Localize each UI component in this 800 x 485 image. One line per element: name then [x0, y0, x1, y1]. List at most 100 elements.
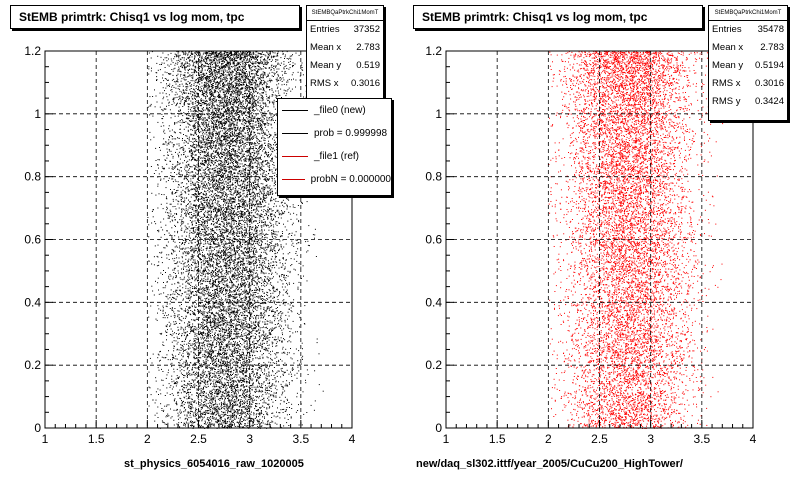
- scatter-point: [169, 84, 170, 85]
- scatter-point: [209, 392, 210, 393]
- scatter-point: [283, 425, 284, 426]
- scatter-point: [215, 110, 216, 111]
- scatter-point: [172, 249, 173, 250]
- scatter-point: [289, 88, 290, 89]
- scatter-point: [256, 193, 257, 194]
- scatter-point: [264, 170, 265, 171]
- scatter-point: [284, 401, 285, 402]
- scatter-point: [229, 316, 230, 317]
- scatter-point: [302, 424, 303, 425]
- scatter-point: [193, 230, 194, 231]
- scatter-point: [253, 109, 254, 110]
- scatter-point: [199, 156, 200, 157]
- scatter-point: [223, 77, 224, 78]
- scatter-point: [259, 238, 260, 239]
- scatter-point: [288, 59, 289, 60]
- scatter-point: [213, 243, 214, 244]
- scatter-point: [280, 65, 281, 66]
- scatter-point: [286, 422, 287, 423]
- scatter-point: [260, 129, 261, 130]
- scatter-point: [285, 397, 286, 398]
- scatter-point: [226, 249, 227, 250]
- scatter-point: [291, 264, 292, 265]
- scatter-point: [205, 384, 206, 385]
- scatter-point: [226, 359, 227, 360]
- scatter-point: [303, 276, 304, 277]
- scatter-point: [188, 186, 189, 187]
- scatter-point: [258, 286, 259, 287]
- scatter-point: [177, 232, 178, 233]
- scatter-point: [265, 377, 266, 378]
- scatter-point: [183, 353, 184, 354]
- scatter-point: [269, 387, 270, 388]
- scatter-point: [169, 149, 170, 150]
- scatter-point: [247, 87, 248, 88]
- scatter-point: [201, 243, 202, 244]
- scatter-point: [245, 297, 246, 298]
- scatter-point: [250, 294, 251, 295]
- scatter-point: [227, 283, 228, 284]
- scatter-point: [181, 187, 182, 188]
- scatter-point: [207, 352, 208, 353]
- scatter-point: [199, 189, 200, 190]
- scatter-point: [193, 331, 194, 332]
- scatter-point: [290, 272, 291, 273]
- scatter-point: [243, 168, 244, 169]
- scatter-point: [218, 314, 219, 315]
- scatter-point: [254, 338, 255, 339]
- scatter-point: [269, 278, 270, 279]
- scatter-point: [264, 149, 265, 150]
- scatter-point: [258, 96, 259, 97]
- scatter-point: [213, 173, 214, 174]
- scatter-point: [217, 322, 218, 323]
- scatter-point: [256, 296, 257, 297]
- scatter-point: [254, 301, 255, 302]
- scatter-point: [237, 153, 238, 154]
- scatter-point: [199, 220, 200, 221]
- scatter-point: [215, 88, 216, 89]
- scatter-point: [225, 141, 226, 142]
- scatter-point: [174, 268, 175, 269]
- scatter-point: [246, 405, 247, 406]
- scatter-point: [196, 418, 197, 419]
- scatter-point: [246, 217, 247, 218]
- scatter-point: [180, 410, 181, 411]
- scatter-point: [259, 403, 260, 404]
- scatter-point: [181, 215, 182, 216]
- scatter-point: [237, 184, 238, 185]
- scatter-point: [187, 228, 188, 229]
- scatter-point: [175, 97, 176, 98]
- scatter-point: [235, 253, 236, 254]
- scatter-point: [239, 185, 240, 186]
- scatter-point: [217, 119, 218, 120]
- scatter-point: [247, 118, 248, 119]
- scatter-point: [240, 159, 241, 160]
- scatter-point: [277, 74, 278, 75]
- scatter-point: [219, 128, 220, 129]
- scatter-point: [253, 90, 254, 91]
- scatter-point: [179, 132, 180, 133]
- scatter-point: [214, 337, 215, 338]
- scatter-point: [180, 101, 181, 102]
- scatter-point: [191, 86, 192, 87]
- scatter-point: [210, 274, 211, 275]
- scatter-point: [230, 323, 231, 324]
- scatter-point: [267, 283, 268, 284]
- scatter-point: [220, 227, 221, 228]
- scatter-point: [217, 338, 218, 339]
- scatter-point: [187, 212, 188, 213]
- scatter-point: [263, 189, 264, 190]
- scatter-point: [243, 313, 244, 314]
- scatter-point: [293, 72, 294, 73]
- scatter-point: [222, 259, 223, 260]
- scatter-point: [215, 202, 216, 203]
- scatter-point: [214, 320, 215, 321]
- scatter-point: [173, 381, 174, 382]
- scatter-point: [235, 180, 236, 181]
- scatter-point: [178, 187, 179, 188]
- scatter-point: [212, 147, 213, 148]
- scatter-point: [176, 323, 177, 324]
- scatter-point: [246, 344, 247, 345]
- scatter-point: [149, 114, 150, 115]
- scatter-point: [179, 290, 180, 291]
